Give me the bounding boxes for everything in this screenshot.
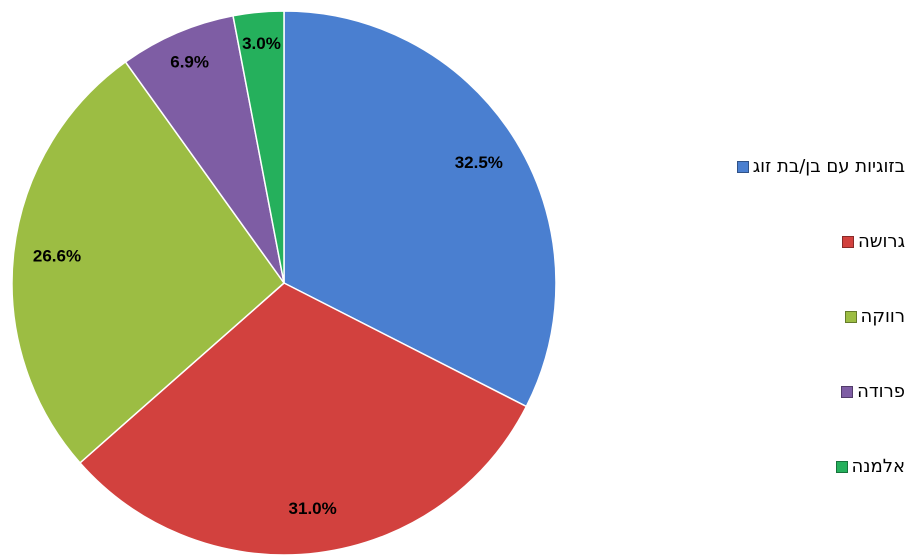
legend-item: רווקה xyxy=(844,306,906,327)
data-label: 31.0% xyxy=(289,499,337,518)
legend: בזוגיות עם בן/בת זוג גרושה רווקה פרודה אלמנה xyxy=(645,0,905,558)
pie-slice xyxy=(78,282,528,556)
data-label: 26.6% xyxy=(33,247,81,266)
legend-swatch xyxy=(842,235,854,248)
data-label: 32.5% xyxy=(455,153,503,172)
pie-slice xyxy=(124,14,285,284)
legend-label: גרושה xyxy=(858,231,905,252)
pie-slice xyxy=(11,60,286,464)
pie-slice xyxy=(283,10,557,408)
legend-label: רווקה xyxy=(860,306,906,327)
legend-item: פרודה xyxy=(841,381,905,402)
legend-item: גרושה xyxy=(842,231,905,252)
legend-swatch xyxy=(841,385,854,398)
data-label: 3.0% xyxy=(242,34,281,53)
legend-label: אלמנה xyxy=(851,456,905,477)
legend-swatch xyxy=(736,160,749,173)
legend-item: בזוגיות עם בן/בת זוג xyxy=(736,156,905,177)
legend-swatch xyxy=(835,460,848,473)
legend-item: אלמנה xyxy=(835,456,905,477)
legend-label: פרודה xyxy=(857,381,905,402)
pie-slice xyxy=(232,10,285,284)
legend-swatch xyxy=(844,310,857,323)
legend-label: בזוגיות עם בן/בת זוג xyxy=(752,156,905,177)
data-label: 6.9% xyxy=(170,53,209,72)
